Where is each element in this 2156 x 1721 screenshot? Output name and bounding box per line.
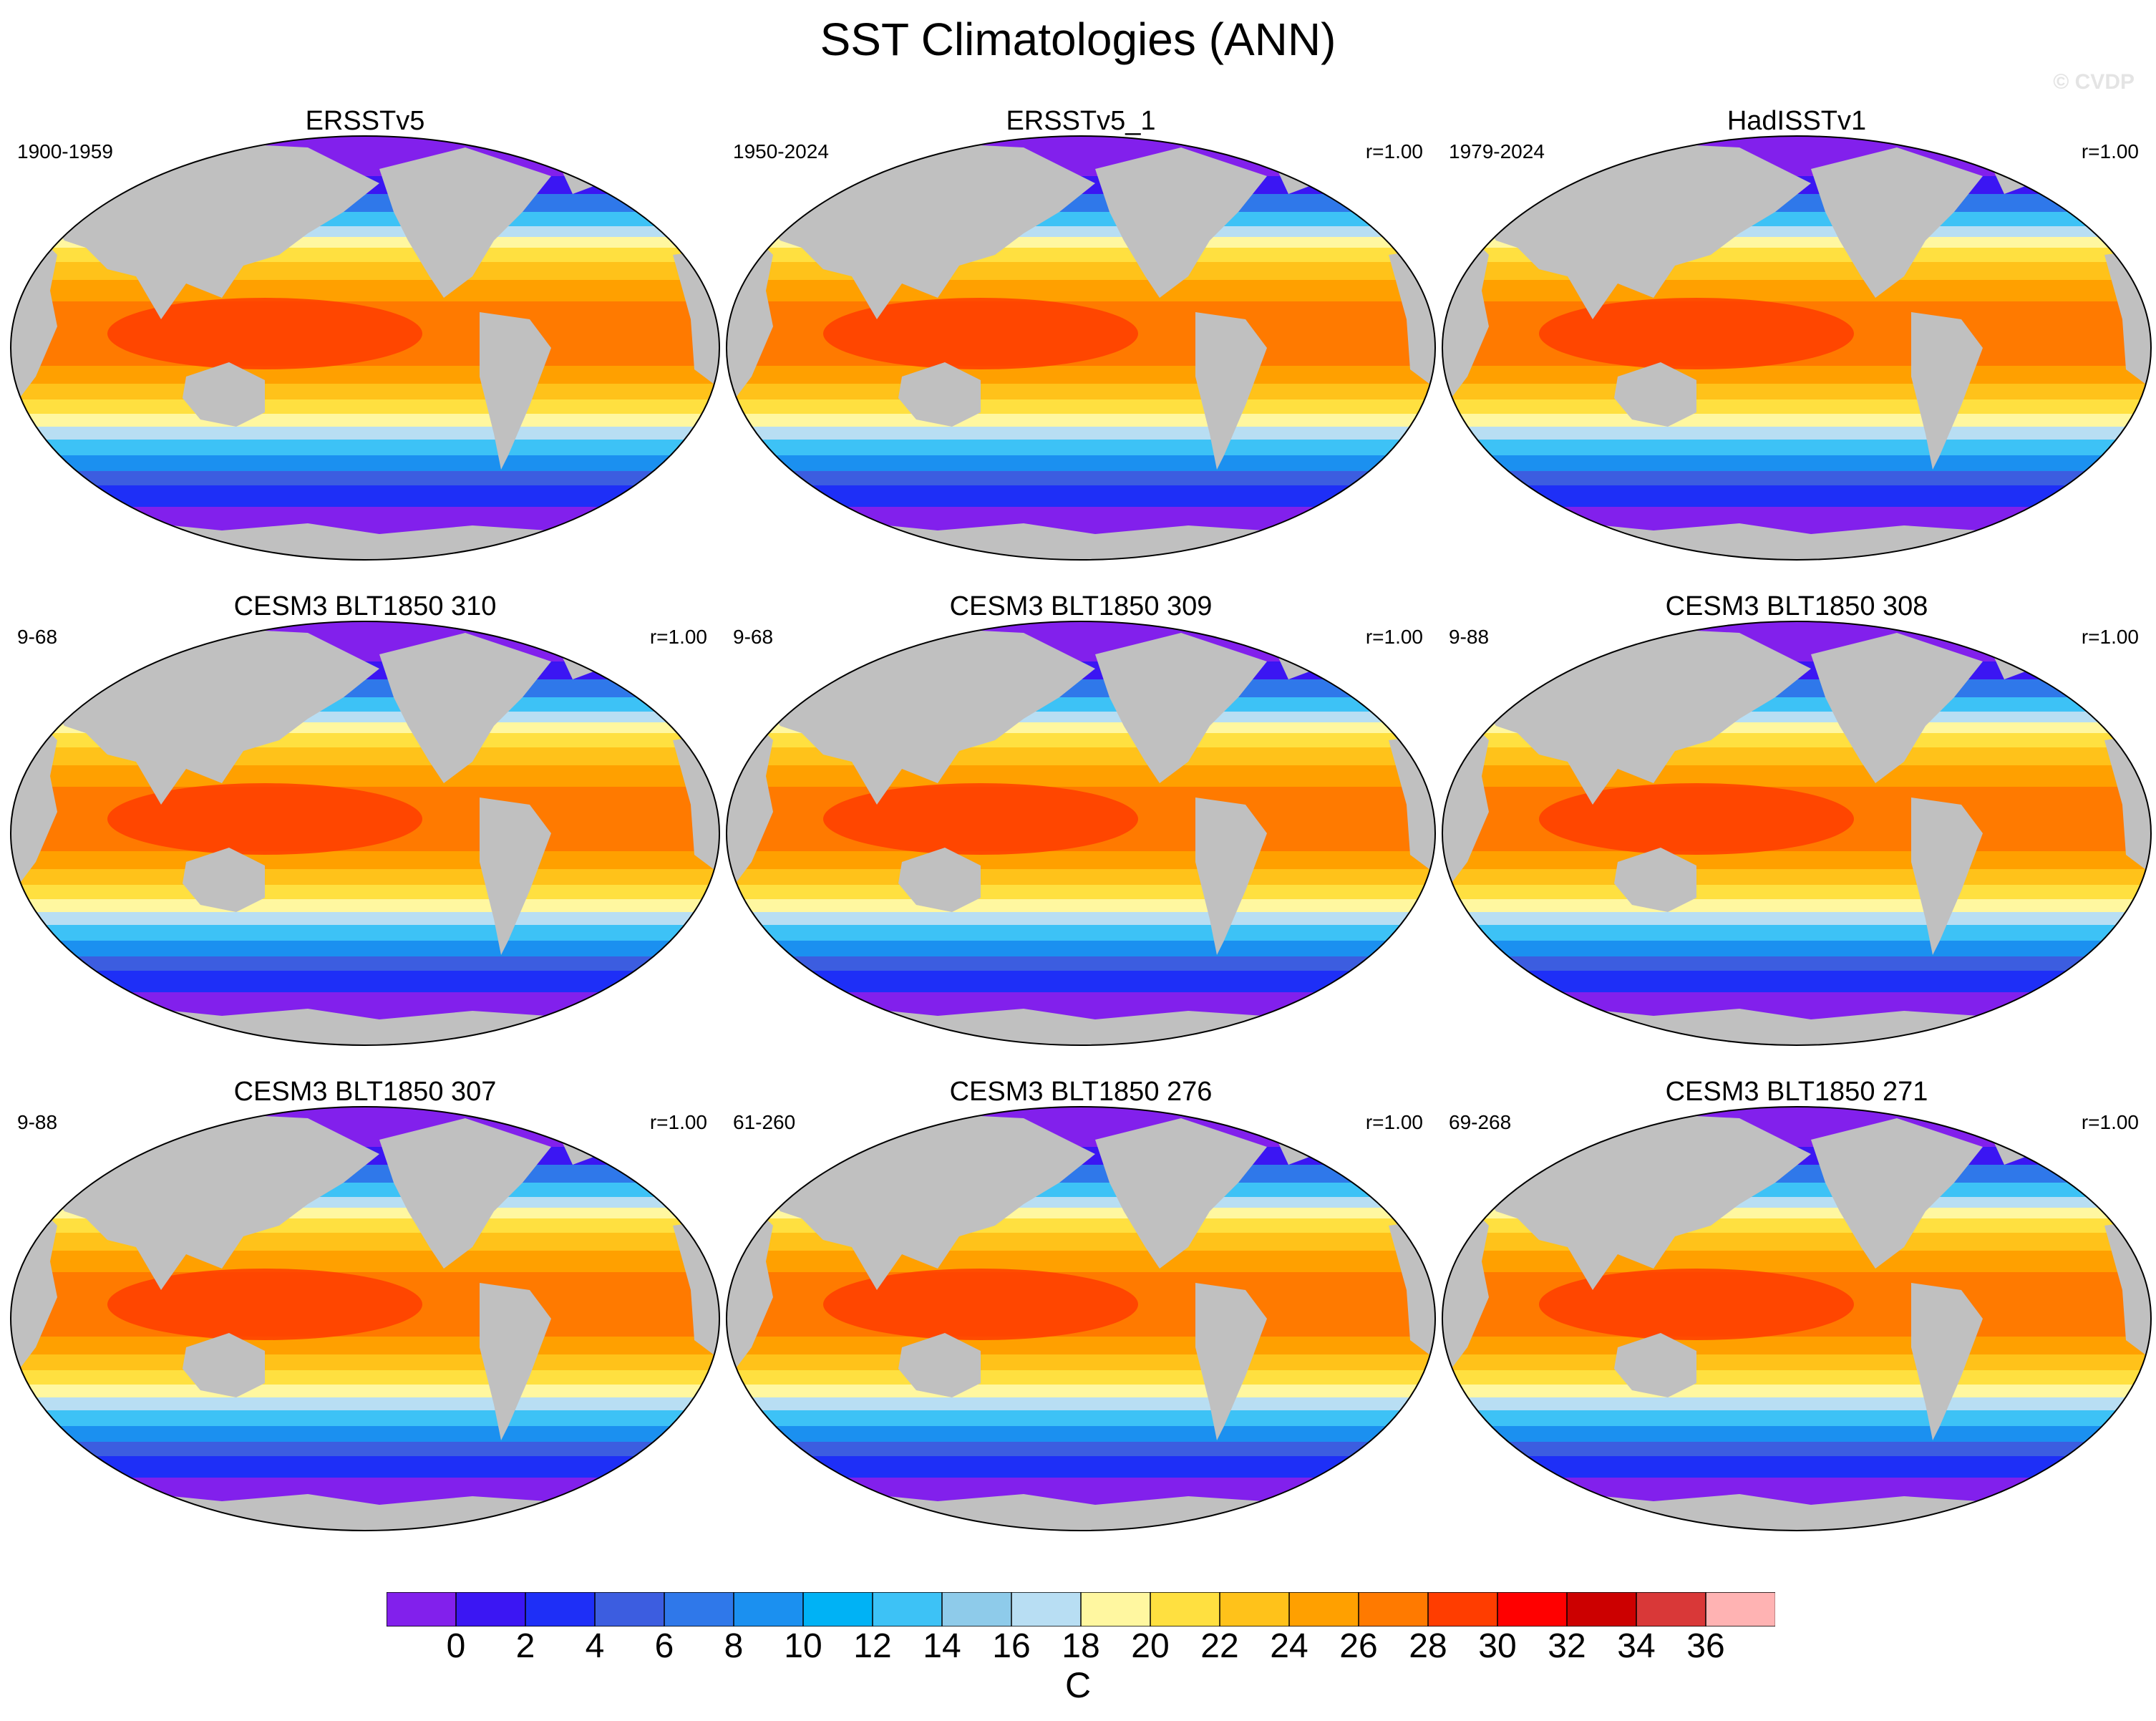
- panel-title: CESM3 BLT1850 307: [233, 1077, 497, 1107]
- colorbar-swatch: [1358, 1592, 1429, 1627]
- panel-correlation: r=1.00: [1365, 140, 1423, 163]
- colorbar-swatch: [1705, 1592, 1775, 1627]
- colorbar-tick-label: 16: [992, 1627, 1031, 1665]
- panel-title: ERSSTv5: [305, 106, 425, 136]
- colorbar-tick-label: 18: [1062, 1627, 1100, 1665]
- panel-correlation: r=1.00: [2081, 626, 2139, 648]
- panel-correlation: r=1.00: [2081, 1111, 2139, 1133]
- panel-title: ERSSTv5_1: [1006, 106, 1156, 136]
- panel-title: CESM3 BLT1850 308: [1665, 591, 1928, 621]
- colorbar-swatch: [733, 1592, 805, 1627]
- panel-period: 61-260: [733, 1111, 796, 1133]
- cvdp-watermark: © CVDP: [2053, 70, 2135, 94]
- colorbar-tick-label: 20: [1131, 1627, 1170, 1665]
- colorbar-tick-label: 4: [585, 1627, 605, 1665]
- colorbar-tick-label: 14: [923, 1627, 961, 1665]
- colorbar-tick-label: 32: [1548, 1627, 1586, 1665]
- panel-correlation: r=1.00: [649, 626, 707, 648]
- colorbar-tick-labels: 0 2 4 6 8 10 12 14 16 18 20 22 24 26 28 30 32 34 36: [387, 1627, 1775, 1669]
- panel-cesm3-309: CESM3 BLT1850 309 9-68 r=1.00: [723, 591, 1439, 1078]
- panel-ersstv5: ERSSTv5 1900-1959: [7, 106, 723, 593]
- colorbar-tick-label: 2: [515, 1627, 535, 1665]
- colorbar-tick-label: 36: [1686, 1627, 1725, 1665]
- sst-map: [726, 135, 1436, 561]
- panel-cesm3-271: CESM3 BLT1850 271 69-268 r=1.00: [1439, 1077, 2155, 1564]
- sst-map: [1442, 621, 2152, 1046]
- colorbar-swatch: [1150, 1592, 1221, 1627]
- panel-period: 69-268: [1449, 1111, 1512, 1133]
- panel-cesm3-310: CESM3 BLT1850 310 9-68 r=1.00: [7, 591, 723, 1078]
- panel-period: 9-88: [17, 1111, 58, 1133]
- colorbar-tick-label: 10: [784, 1627, 822, 1665]
- colorbar-units: C: [1064, 1665, 1092, 1705]
- sst-map: [726, 1106, 1436, 1531]
- panel-title: CESM3 BLT1850 276: [949, 1077, 1213, 1107]
- sst-map: [1442, 135, 2152, 561]
- panel-cesm3-276: CESM3 BLT1850 276 61-260 r=1.00: [723, 1077, 1439, 1564]
- colorbar-swatch: [1427, 1592, 1499, 1627]
- panel-correlation: r=1.00: [1365, 1111, 1423, 1133]
- sst-map: [1442, 1106, 2152, 1531]
- colorbar-swatch: [664, 1592, 735, 1627]
- colorbar-tick-label: 24: [1270, 1627, 1308, 1665]
- colorbar-swatch: [802, 1592, 874, 1627]
- colorbar-tick-label: 26: [1339, 1627, 1378, 1665]
- sst-map: [10, 1106, 720, 1531]
- colorbar-tick-label: 34: [1617, 1627, 1656, 1665]
- panel-correlation: r=1.00: [649, 1111, 707, 1133]
- panel-title: CESM3 BLT1850 310: [233, 591, 497, 621]
- panel-period: 1979-2024: [1449, 140, 1545, 163]
- colorbar-swatch: [1636, 1592, 1707, 1627]
- panel-title: HadISSTv1: [1727, 106, 1867, 136]
- colorbar-tick-label: 6: [654, 1627, 674, 1665]
- colorbar-tick-label: 28: [1409, 1627, 1447, 1665]
- panel-period: 9-68: [17, 626, 58, 648]
- colorbar-tick-label: 12: [853, 1627, 892, 1665]
- colorbar-swatch: [1497, 1592, 1568, 1627]
- panel-correlation: r=1.00: [1365, 626, 1423, 648]
- colorbar-swatch: [1080, 1592, 1152, 1627]
- panel-period: 1900-1959: [17, 140, 113, 163]
- colorbar-swatch: [525, 1592, 596, 1627]
- colorbar-tick-label: 8: [724, 1627, 744, 1665]
- colorbar-swatch: [1566, 1592, 1638, 1627]
- colorbar-swatch: [872, 1592, 943, 1627]
- colorbar-swatch: [455, 1592, 527, 1627]
- panel-hadisstv1: HadISSTv1 1979-2024 r=1.00: [1439, 106, 2155, 593]
- colorbar-swatch: [1288, 1592, 1360, 1627]
- colorbar-tick-label: 0: [446, 1627, 466, 1665]
- panel-ersstv5-1: ERSSTv5_1 1950-2024 r=1.00: [723, 106, 1439, 593]
- colorbar: [387, 1592, 1775, 1627]
- panel-cesm3-308: CESM3 BLT1850 308 9-88 r=1.00: [1439, 591, 2155, 1078]
- panel-period: 9-68: [733, 626, 774, 648]
- colorbar-swatch: [1219, 1592, 1291, 1627]
- panel-period: 9-88: [1449, 626, 1490, 648]
- sst-map: [10, 621, 720, 1046]
- colorbar-swatch: [1011, 1592, 1082, 1627]
- colorbar-swatch: [941, 1592, 1013, 1627]
- colorbar-swatch: [387, 1592, 457, 1627]
- colorbar-tick-label: 30: [1478, 1627, 1517, 1665]
- panel-title: CESM3 BLT1850 309: [949, 591, 1213, 621]
- colorbar-tick-label: 22: [1200, 1627, 1239, 1665]
- panel-correlation: r=1.00: [2081, 140, 2139, 163]
- figure-title: SST Climatologies (ANN): [820, 14, 1336, 65]
- sst-map: [726, 621, 1436, 1046]
- sst-map: [10, 135, 720, 561]
- panel-title: CESM3 BLT1850 271: [1665, 1077, 1928, 1107]
- colorbar-swatch: [594, 1592, 666, 1627]
- panel-period: 1950-2024: [733, 140, 829, 163]
- panel-cesm3-307: CESM3 BLT1850 307 9-88 r=1.00: [7, 1077, 723, 1564]
